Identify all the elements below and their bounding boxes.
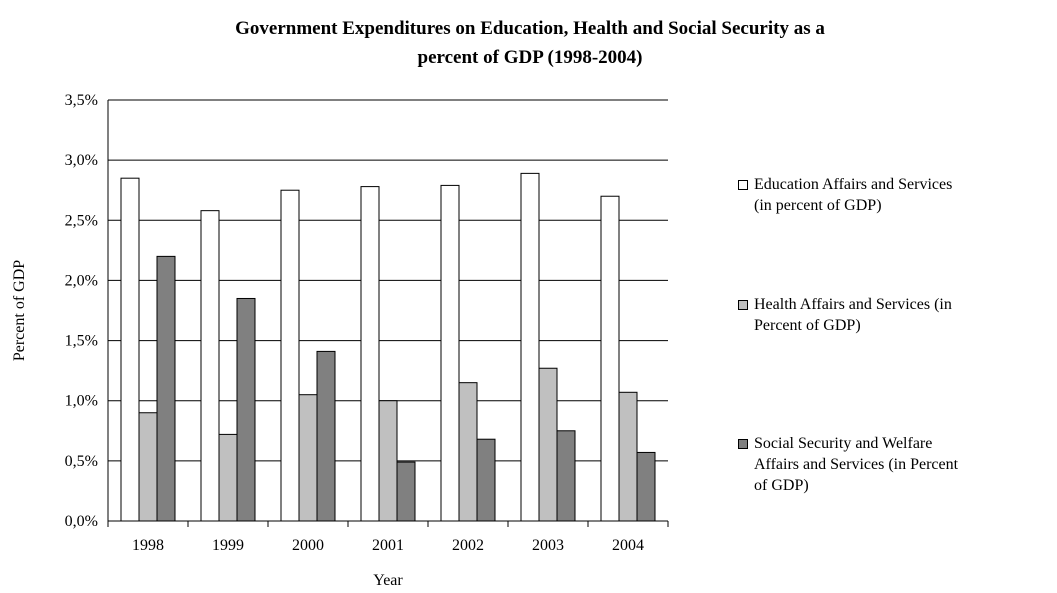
legend-swatch bbox=[738, 180, 748, 190]
bar-2003-series-3 bbox=[556, 430, 576, 522]
bar-2001-series-3 bbox=[396, 461, 416, 522]
y-axis-title: Percent of GDP bbox=[11, 260, 28, 361]
bar-2004-series-2 bbox=[618, 391, 638, 522]
legend-label: Education Affairs and Services bbox=[754, 176, 953, 193]
bar-1999-series-1 bbox=[200, 210, 220, 522]
bar-2003-series-2 bbox=[538, 367, 558, 522]
y-tick-label: 3,0% bbox=[65, 152, 98, 169]
bar-2000-series-2 bbox=[298, 394, 318, 522]
bar-2000-series-3 bbox=[316, 350, 336, 522]
bar-2001-series-2 bbox=[378, 400, 398, 522]
chart-title: Government Expenditures on Education, He… bbox=[40, 14, 1020, 72]
bar-2002-series-3 bbox=[476, 438, 496, 522]
x-tick-label: 2002 bbox=[452, 537, 484, 554]
x-tick-label: 2000 bbox=[292, 537, 324, 554]
chart-title-line-1: Government Expenditures on Education, He… bbox=[235, 18, 825, 39]
x-tick-label: 1999 bbox=[212, 537, 244, 554]
legend-swatch bbox=[738, 439, 748, 449]
legend-label: Percent of GDP) bbox=[754, 317, 861, 334]
y-tick-label: 2,5% bbox=[65, 212, 98, 229]
legend-item-series-1: Education Affairs and Services (in percen… bbox=[738, 174, 1056, 216]
legend-item-series-2: Health Affairs and Services (in Percent o… bbox=[738, 294, 1056, 336]
legend-swatch bbox=[738, 300, 748, 310]
y-tick-label: 0,5% bbox=[65, 453, 98, 470]
bar-2001-series-1 bbox=[360, 186, 380, 522]
legend-label: Health Affairs and Services (in bbox=[754, 296, 952, 313]
legend-label: Social Security and Welfare bbox=[754, 435, 933, 452]
bar-1998-series-3 bbox=[156, 255, 176, 522]
x-tick-label: 2004 bbox=[612, 537, 644, 554]
y-tick-label: 1,5% bbox=[65, 333, 98, 350]
bar-2002-series-2 bbox=[458, 382, 478, 522]
legend-item-series-3: Social Security and Welfare Affairs and S… bbox=[738, 433, 1056, 496]
y-tick-label: 0,0% bbox=[65, 513, 98, 530]
bar-2004-series-3 bbox=[636, 451, 656, 522]
x-axis-title: Year bbox=[373, 572, 403, 589]
legend-label: of GDP) bbox=[754, 477, 809, 494]
bar-2002-series-1 bbox=[440, 184, 460, 522]
x-tick-label: 1998 bbox=[132, 537, 164, 554]
bar-2004-series-1 bbox=[600, 195, 620, 522]
legend-label: (in percent of GDP) bbox=[754, 197, 882, 214]
bar-2003-series-1 bbox=[520, 172, 540, 522]
bar-2000-series-1 bbox=[280, 189, 300, 522]
bar-1998-series-1 bbox=[120, 177, 140, 522]
bar-1999-series-2 bbox=[218, 433, 238, 522]
x-tick-label: 2001 bbox=[372, 537, 404, 554]
legend-label: Affairs and Services (in Percent bbox=[754, 456, 959, 473]
bar-1999-series-3 bbox=[236, 297, 256, 522]
y-tick-label: 1,0% bbox=[65, 393, 98, 410]
y-tick-label: 3,5% bbox=[65, 92, 98, 109]
y-tick-label: 2,0% bbox=[65, 272, 98, 289]
chart-title-line-2: percent of GDP (1998-2004) bbox=[417, 47, 643, 68]
x-tick-label: 2003 bbox=[532, 537, 564, 554]
bar-1998-series-2 bbox=[138, 412, 158, 522]
